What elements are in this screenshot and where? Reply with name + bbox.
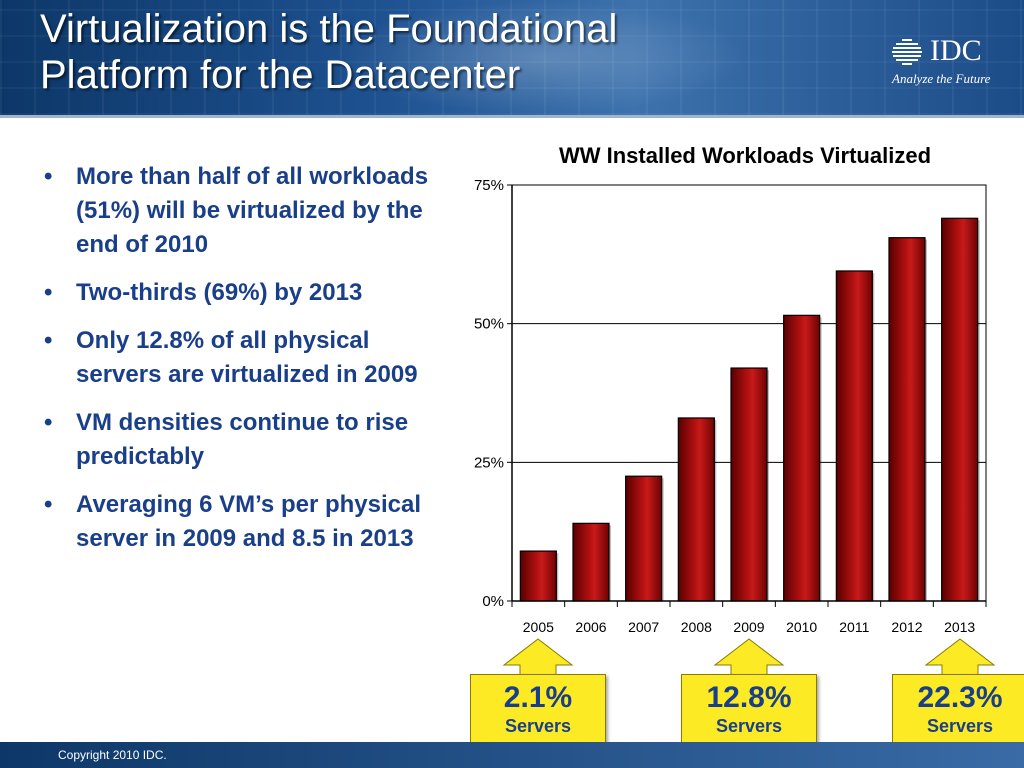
bar-2011 (835, 270, 873, 602)
up-arrow-icon (713, 638, 785, 677)
callout-2005: 2.1% Servers (468, 637, 608, 753)
copyright-text: Copyright 2010 IDC. (58, 748, 167, 762)
bullet-item: • Only 12.8% of all physical servers are … (40, 324, 440, 392)
callout-box: 12.8% Servers (681, 674, 817, 750)
bar-2010 (783, 314, 821, 602)
bullet-item: • Two-thirds (69%) by 2013 (40, 276, 440, 310)
chart-title: WW Installed Workloads Virtualized (558, 143, 932, 168)
footer-bar: Copyright 2010 IDC. (0, 742, 1024, 768)
bar-2013 (941, 217, 979, 602)
up-arrow-icon (924, 638, 996, 677)
callout-2013: 22.3% Servers (890, 637, 1024, 753)
x-tick-label: 2009 (733, 619, 764, 635)
header-divider (0, 115, 1024, 118)
slide-title: Virtualization is the Foundational Platf… (40, 6, 760, 98)
x-tick-label: 2012 (891, 619, 922, 635)
bullet-dot-icon: • (44, 163, 53, 190)
callout-label: Servers (504, 716, 572, 736)
callout-value: 22.3% (917, 681, 1003, 714)
bullet-text: VM densities continue to rise predictabl… (76, 409, 409, 470)
x-tick-label: 2007 (628, 619, 659, 635)
x-tick-label: 2010 (786, 619, 817, 635)
bar-2012 (888, 237, 926, 602)
x-tick-label: 2005 (523, 619, 554, 635)
title-line-1: Virtualization is the Foundational (40, 7, 618, 51)
callout-box: 2.1% Servers (470, 674, 606, 750)
callout-value: 2.1% (503, 681, 573, 714)
callout-box: 22.3% Servers (892, 674, 1024, 750)
x-tick-label: 2013 (944, 619, 975, 635)
callout-label: Servers (715, 716, 783, 736)
y-tick-label: 50% (474, 316, 504, 333)
callout-2009: 12.8% Servers (679, 637, 819, 753)
bullet-item: • VM densities continue to rise predictab… (40, 406, 440, 474)
y-tick-label: 75% (474, 177, 504, 194)
header-banner: Virtualization is the Foundational Platf… (0, 0, 1024, 115)
bullet-text: Only 12.8% of all physical servers are v… (76, 327, 418, 388)
bullet-dot-icon: • (44, 327, 53, 354)
chart-plot: 0% 25% 50% 75% 2005 2006 2007 2008 2009 2010 2011 2… (474, 177, 987, 635)
x-tick-label: 2008 (681, 619, 712, 635)
x-tick-label: 2011 (839, 619, 869, 635)
up-arrow-icon (502, 638, 574, 677)
header-texture (0, 0, 1024, 115)
bar-chart: WW Installed Workloads Virtualized 0% 25%… (430, 135, 1024, 645)
idc-logo: IDC Analyze the Future (888, 34, 1018, 94)
bullet-item: • More than half of all workloads (51%) w… (40, 160, 440, 262)
bullet-dot-icon: • (44, 491, 53, 518)
callout-label: Servers (926, 716, 994, 736)
logo-tagline: Analyze the Future (892, 71, 991, 86)
header-glow (330, 0, 750, 115)
bar-2008 (677, 417, 715, 602)
bullet-text: Two-thirds (69%) by 2013 (76, 279, 363, 306)
bar-2007 (625, 475, 663, 602)
globe-icon (892, 39, 922, 65)
bullet-dot-icon: • (44, 409, 53, 436)
bullet-list: • More than half of all workloads (51%) w… (40, 160, 440, 570)
bullet-dot-icon: • (44, 279, 53, 306)
callout-value: 12.8% (706, 681, 792, 714)
x-tick-label: 2006 (575, 619, 606, 635)
bar-2009 (730, 367, 768, 602)
bullet-text: More than half of all workloads (51%) wi… (76, 163, 429, 258)
bullet-text: Averaging 6 VM’s per physical server in … (76, 491, 422, 552)
bullet-item: • Averaging 6 VM’s per physical server in… (40, 488, 440, 556)
title-line-2: Platform for the Datacenter (40, 53, 521, 97)
y-tick-label: 0% (482, 593, 504, 610)
bar-2005 (519, 550, 557, 602)
logo-name: IDC (930, 34, 982, 67)
y-tick-label: 25% (474, 454, 504, 471)
bar-2006 (572, 522, 610, 602)
